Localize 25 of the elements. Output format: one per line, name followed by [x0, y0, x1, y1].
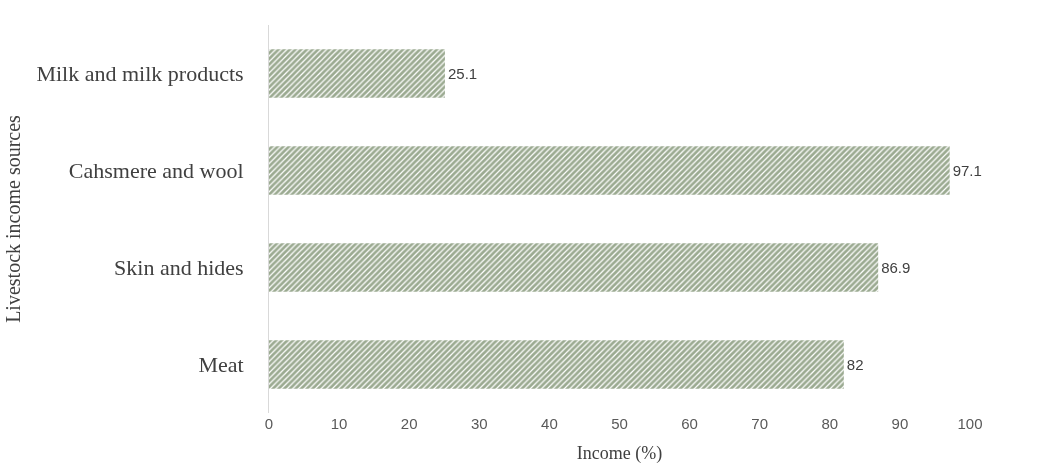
y-axis-title: Livestock income sources: [1, 114, 24, 323]
x-tick-label: 70: [751, 415, 769, 432]
data-label: 97.1: [952, 162, 982, 179]
data-label: 86.9: [881, 259, 911, 276]
x-tick-label: 10: [330, 415, 348, 432]
x-axis-title: Income (%): [576, 443, 663, 465]
x-tick-label: 50: [611, 415, 628, 432]
y-tick-label: Skin and hides: [114, 255, 244, 281]
x-tick-label: 0: [264, 415, 274, 432]
x-tick-label: 20: [400, 415, 418, 432]
y-tick-label: Milk and milk products: [36, 61, 244, 87]
y-tick-label: Meat: [198, 352, 244, 378]
x-tick-label: 60: [681, 415, 698, 432]
data-label: 25.1: [447, 65, 478, 82]
bar: [269, 146, 950, 195]
bar: [269, 243, 879, 292]
bar: [269, 49, 445, 98]
x-tick-label: 40: [541, 415, 558, 432]
x-tick-label: 100: [957, 415, 983, 432]
bar: [269, 340, 844, 389]
x-tick-label: 90: [891, 415, 909, 432]
y-tick-label: Cahsmere and wool: [68, 158, 244, 184]
x-tick-label: 30: [470, 415, 488, 432]
data-label: 82: [846, 356, 864, 373]
x-tick-label: 80: [821, 415, 839, 432]
